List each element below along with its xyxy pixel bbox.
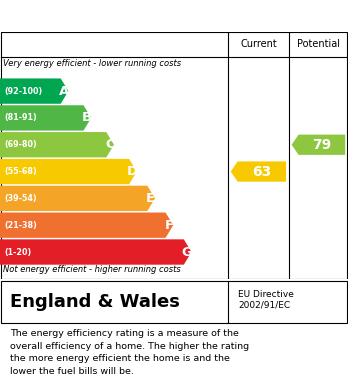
Polygon shape	[0, 213, 173, 238]
Text: Not energy efficient - higher running costs: Not energy efficient - higher running co…	[3, 265, 181, 274]
Text: Potential: Potential	[297, 39, 340, 49]
Text: F: F	[165, 219, 174, 232]
Text: Very energy efficient - lower running costs: Very energy efficient - lower running co…	[3, 59, 182, 68]
Text: Current: Current	[240, 39, 277, 49]
Text: (1-20): (1-20)	[4, 248, 31, 256]
Polygon shape	[0, 186, 155, 211]
Text: (55-68): (55-68)	[4, 167, 37, 176]
Text: (39-54): (39-54)	[4, 194, 37, 203]
Text: (21-38): (21-38)	[4, 221, 37, 230]
Text: D: D	[127, 165, 138, 178]
Text: (92-100): (92-100)	[4, 86, 42, 96]
Text: The energy efficiency rating is a measure of the
overall efficiency of a home. T: The energy efficiency rating is a measur…	[10, 329, 250, 376]
Text: 63: 63	[252, 165, 271, 179]
Polygon shape	[0, 79, 68, 104]
Text: E: E	[146, 192, 155, 205]
Text: (69-80): (69-80)	[4, 140, 37, 149]
Text: (81-91): (81-91)	[4, 113, 37, 122]
Text: A: A	[59, 84, 69, 98]
Text: 79: 79	[312, 138, 332, 152]
Polygon shape	[0, 105, 91, 131]
Text: EU Directive
2002/91/EC: EU Directive 2002/91/EC	[238, 291, 294, 310]
Text: C: C	[105, 138, 114, 151]
Text: Energy Efficiency Rating: Energy Efficiency Rating	[7, 9, 228, 23]
Text: B: B	[82, 111, 92, 124]
Text: G: G	[182, 246, 193, 258]
Polygon shape	[292, 135, 345, 155]
Polygon shape	[0, 159, 137, 184]
Polygon shape	[0, 132, 114, 158]
Text: England & Wales: England & Wales	[10, 293, 180, 311]
Polygon shape	[0, 239, 191, 265]
Polygon shape	[231, 161, 286, 182]
